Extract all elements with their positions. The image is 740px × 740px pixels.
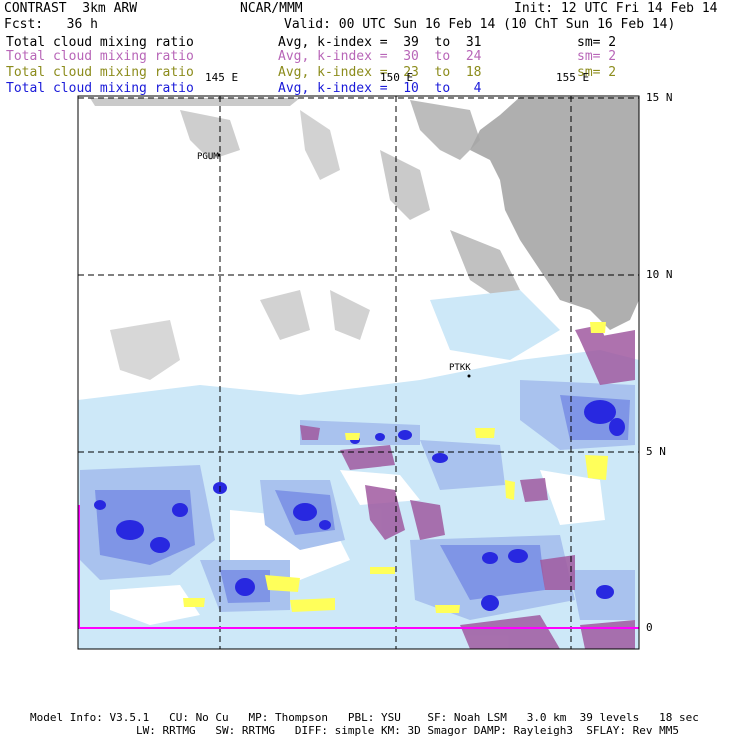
forecast-hour: Fcst: 36 h — [4, 17, 98, 32]
field-avg-2: Avg, k-index = 30 to 24 — [278, 49, 482, 64]
field-name-3: Total cloud mixing ratio — [6, 65, 194, 80]
organization-label: NCAR/MMM — [240, 1, 303, 16]
lat-label-10n: 10 N — [646, 268, 673, 281]
low-cloud-layer — [183, 322, 608, 613]
model-info-line2: LW: RRTMG SW: RRTMG DIFF: simple KM: 3D … — [30, 724, 680, 737]
field-sm-2: sm= 2 — [577, 49, 617, 64]
model-info-line1: Model Info: V3.5.1 CU: No Cu MP: Thompso… — [30, 711, 699, 724]
ptkk-marker — [467, 374, 471, 378]
lon-label-150: 150 E — [380, 71, 414, 84]
convective-cores — [94, 400, 625, 611]
lat-label-0: 0 — [646, 621, 653, 634]
valid-time: Valid: 00 UTC Sun 16 Feb 14 (10 ChT Sun … — [284, 17, 676, 32]
lat-label-15n: 15 N — [646, 91, 673, 104]
map-frame — [77, 95, 640, 650]
field-name-2: Total cloud mixing ratio — [6, 49, 194, 64]
field-sm-3: sm= 2 — [577, 65, 617, 80]
field-avg-1: Avg, k-index = 39 to 31 — [278, 35, 482, 50]
pgum-marker — [217, 153, 221, 157]
mid-cloud-layer — [300, 325, 635, 649]
field-sm-1: sm= 2 — [577, 35, 617, 50]
domain-boundary — [78, 505, 639, 629]
field-avg-3: Avg, k-index = 23 to 18 — [278, 65, 482, 80]
lon-label-145: 145 E — [205, 71, 239, 84]
lon-label-155: 155 E — [556, 71, 590, 84]
field-name-4: Total cloud mixing ratio — [6, 81, 194, 96]
field-avg-4: Avg, k-index = 10 to 4 — [278, 81, 482, 96]
lat-label-5n: 5 N — [646, 445, 666, 458]
field-name-1: Total cloud mixing ratio — [6, 35, 194, 50]
station-label-pgum: PGUM — [197, 152, 219, 162]
station-label-ptkk: PTKK — [449, 363, 471, 373]
model-title: CONTRAST 3km ARW — [4, 1, 138, 16]
init-time: Init: 12 UTC Fri 14 Feb 14 — [514, 1, 718, 16]
high-cloud-layer — [90, 97, 639, 380]
